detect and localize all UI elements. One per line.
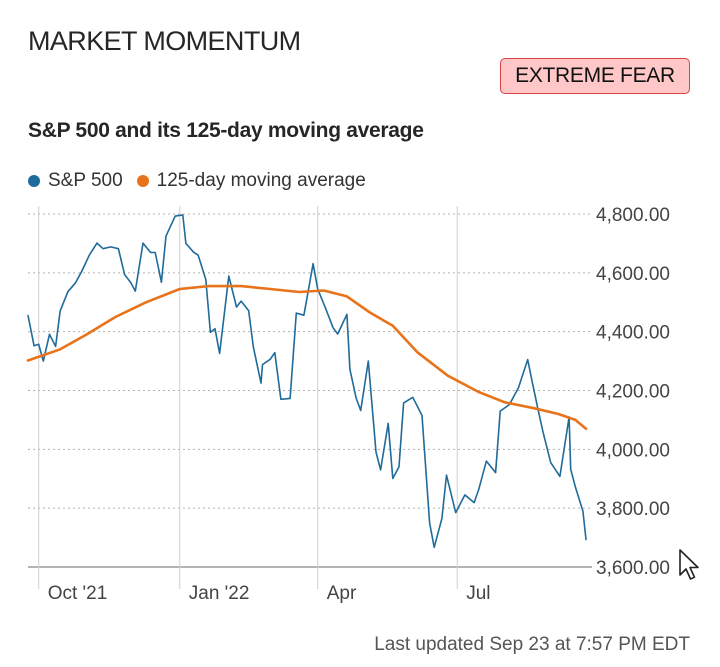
y-tick-label: 4,000.00 (596, 440, 670, 461)
x-tick-label: Apr (327, 583, 357, 604)
chart-title: S&P 500 and its 125-day moving average (28, 119, 424, 142)
legend-item-sp500[interactable]: S&P 500 (28, 170, 123, 192)
section-title: MARKET MOMENTUM (28, 26, 301, 56)
series-line-sp500 (27, 214, 587, 549)
x-tick-label: Jul (466, 583, 490, 604)
sentiment-badge: EXTREME FEAR (500, 58, 690, 94)
y-tick-label: 4,200.00 (596, 382, 670, 403)
y-tick-label: 3,600.00 (596, 558, 670, 579)
last-updated-text: Last updated Sep 23 at 7:57 PM EDT (374, 634, 690, 655)
y-tick-label: 4,400.00 (596, 323, 670, 344)
legend-label-moving-average: 125-day moving average (156, 170, 366, 191)
line-chart: 4,800.00 4,600.00 4,400.00 4,200.00 4,000.00… (26, 205, 670, 604)
legend-item-moving-average[interactable]: 125-day moving average (136, 170, 366, 192)
x-tick-label: Oct '21 (48, 583, 108, 604)
chart-legend: S&P 500 125-day moving average (28, 170, 380, 192)
y-tick-label: 4,600.00 (596, 264, 670, 285)
legend-dot-sp500 (28, 175, 40, 187)
legend-dot-moving-average (136, 175, 149, 187)
y-tick-label: 3,800.00 (596, 499, 670, 520)
y-tick-label: 4,800.00 (596, 205, 670, 226)
series-line-moving-average (26, 284, 588, 430)
x-tick-label: Jan '22 (189, 583, 250, 604)
legend-label-sp500: S&P 500 (48, 170, 123, 191)
mouse-pointer-icon (679, 549, 699, 580)
